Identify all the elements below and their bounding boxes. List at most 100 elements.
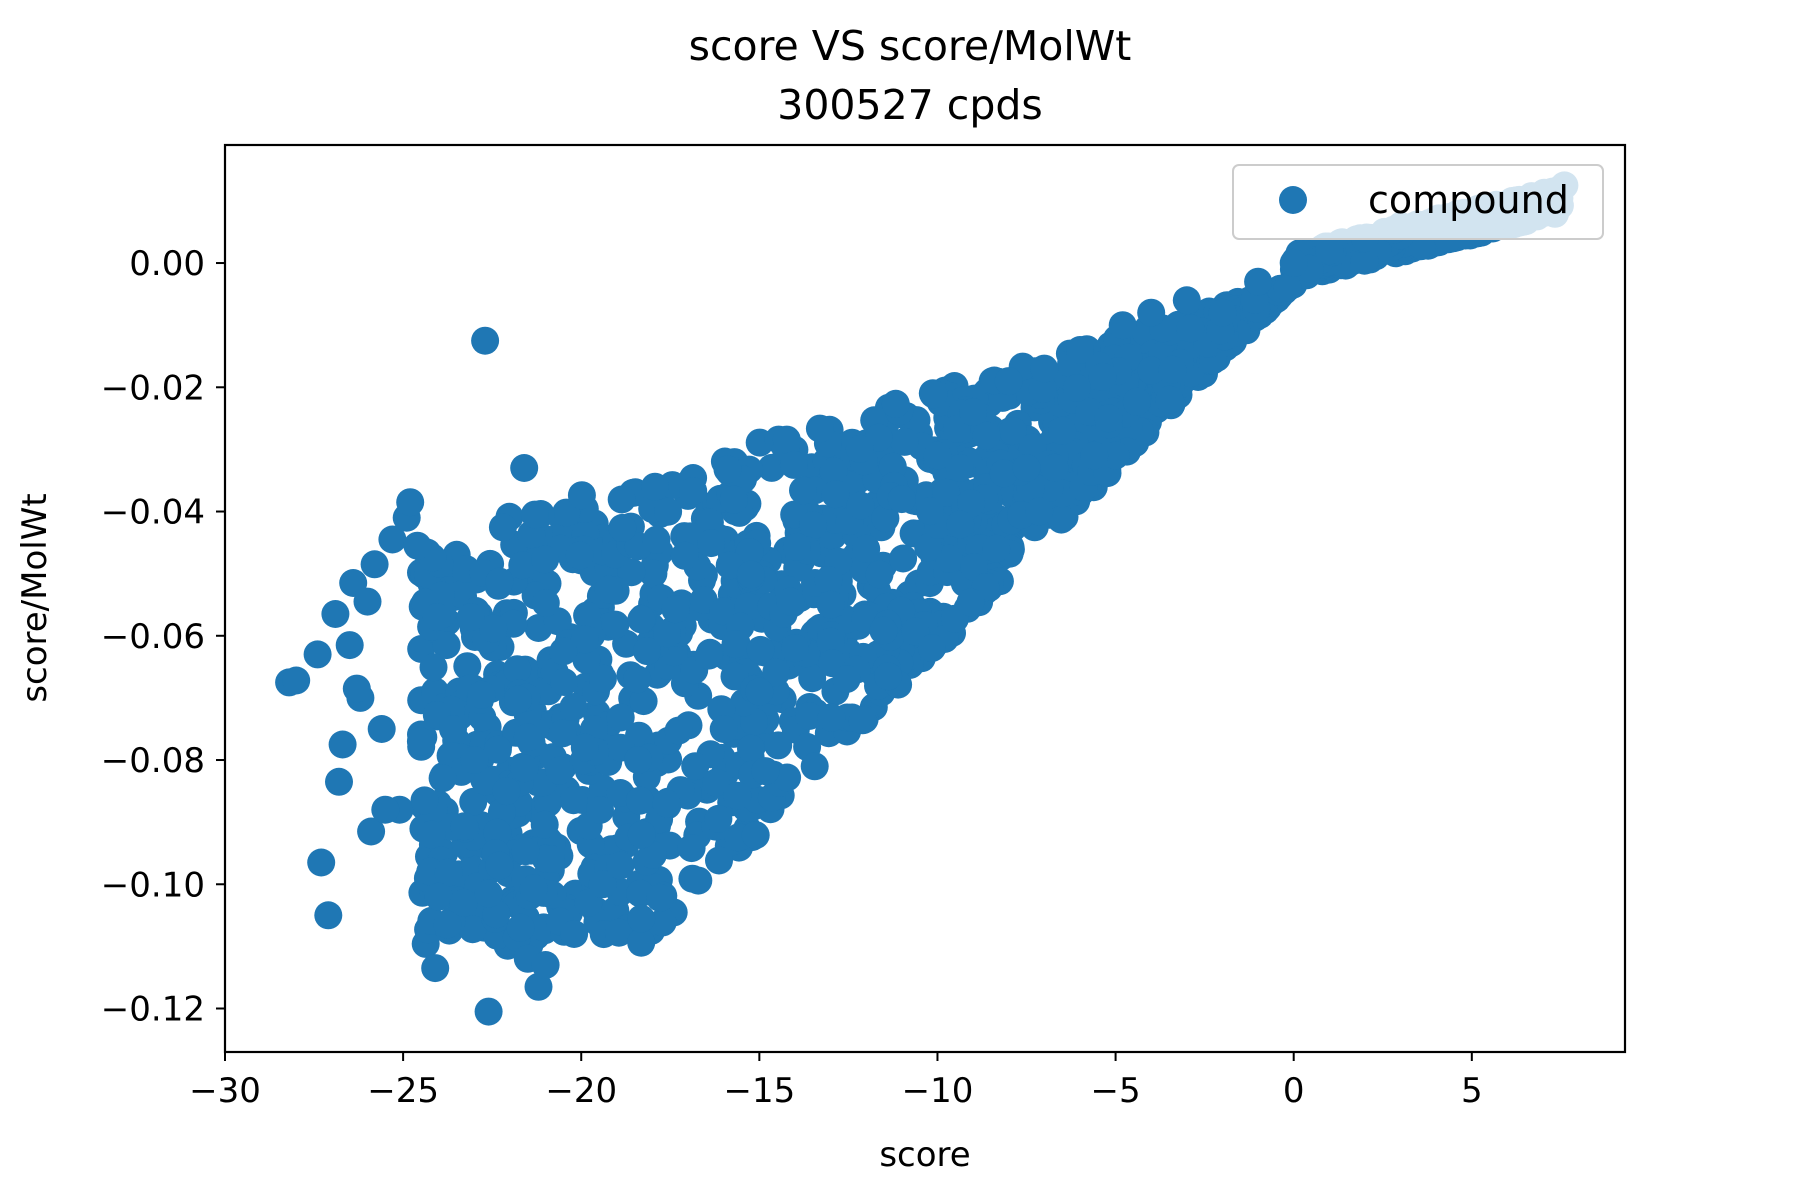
data-point	[565, 541, 594, 570]
data-point	[627, 820, 656, 849]
data-point	[945, 454, 974, 482]
data-point	[736, 560, 765, 589]
data-point	[479, 614, 508, 643]
data-point	[424, 882, 453, 911]
data-point	[508, 551, 537, 580]
data-point	[684, 866, 713, 895]
data-point	[821, 480, 850, 509]
data-point	[646, 883, 674, 912]
data-point	[474, 997, 503, 1026]
data-point	[625, 786, 654, 815]
data-point	[545, 756, 574, 785]
data-point	[627, 928, 656, 957]
data-point	[746, 635, 775, 664]
data-point	[1176, 314, 1205, 343]
data-point	[1101, 441, 1130, 470]
data-point	[677, 834, 706, 863]
data-point	[328, 730, 357, 759]
data-point	[623, 665, 652, 694]
data-point	[567, 481, 596, 510]
y-tick-label: −0.10	[101, 865, 205, 905]
data-point	[848, 706, 877, 735]
data-point	[957, 489, 986, 518]
data-point	[624, 746, 653, 774]
data-point	[1066, 336, 1094, 364]
data-point	[709, 715, 738, 743]
data-point	[531, 951, 560, 979]
data-point	[1158, 355, 1187, 384]
data-point	[723, 781, 752, 810]
data-point	[627, 605, 656, 634]
data-point	[282, 666, 311, 695]
data-point	[367, 715, 396, 743]
data-point	[869, 616, 898, 645]
data-point	[531, 545, 560, 574]
data-point	[586, 796, 614, 824]
data-point	[510, 454, 539, 482]
data-point	[648, 908, 677, 937]
data-point	[741, 821, 770, 850]
data-point	[549, 637, 578, 666]
data-point	[471, 326, 500, 355]
data-point	[932, 478, 961, 507]
data-point	[406, 727, 435, 756]
data-point	[679, 477, 708, 505]
data-point	[816, 590, 845, 619]
data-point	[1080, 441, 1109, 470]
data-point	[982, 534, 1011, 563]
data-point	[1025, 497, 1054, 526]
data-point	[488, 513, 517, 542]
data-point	[421, 954, 450, 983]
y-tick-label: −0.04	[101, 493, 205, 533]
data-point	[627, 904, 656, 933]
x-axis-label: score	[879, 1135, 970, 1175]
data-point	[606, 851, 635, 880]
data-point	[764, 731, 793, 760]
data-point	[800, 752, 829, 781]
data-point	[781, 634, 809, 663]
data-point	[737, 734, 765, 763]
data-point	[513, 723, 542, 752]
data-point	[919, 380, 948, 409]
x-tick-label: 0	[1283, 1071, 1305, 1111]
data-point	[1137, 298, 1166, 327]
data-point	[702, 768, 731, 797]
data-point	[335, 631, 364, 660]
data-point	[511, 837, 540, 866]
data-point	[378, 525, 407, 554]
data-point	[751, 757, 780, 786]
data-point	[735, 538, 764, 567]
data-point	[608, 513, 637, 542]
data-point	[799, 511, 828, 540]
data-point	[434, 858, 463, 887]
data-point	[721, 630, 750, 659]
data-point	[1155, 385, 1184, 414]
data-point	[705, 846, 733, 875]
data-point	[819, 457, 848, 486]
data-point	[1350, 246, 1379, 275]
data-point	[1137, 356, 1166, 385]
data-point	[789, 476, 817, 505]
data-point	[1048, 416, 1077, 445]
data-point	[633, 637, 661, 666]
data-point	[303, 640, 332, 669]
data-point	[1315, 236, 1344, 265]
data-point	[653, 619, 681, 648]
data-point	[485, 567, 514, 596]
legend-box	[1232, 164, 1604, 240]
data-point	[745, 677, 774, 706]
data-point	[450, 812, 479, 841]
data-point	[999, 417, 1027, 446]
data-point	[1012, 454, 1041, 482]
data-point	[1094, 404, 1123, 433]
data-point	[972, 421, 1001, 450]
y-tick-label: −0.08	[101, 741, 205, 781]
data-point	[890, 427, 919, 456]
data-point	[681, 752, 710, 781]
data-point	[422, 603, 451, 632]
data-point	[560, 920, 589, 948]
data-point	[654, 497, 683, 526]
data-point	[559, 693, 588, 721]
data-point	[570, 625, 599, 654]
